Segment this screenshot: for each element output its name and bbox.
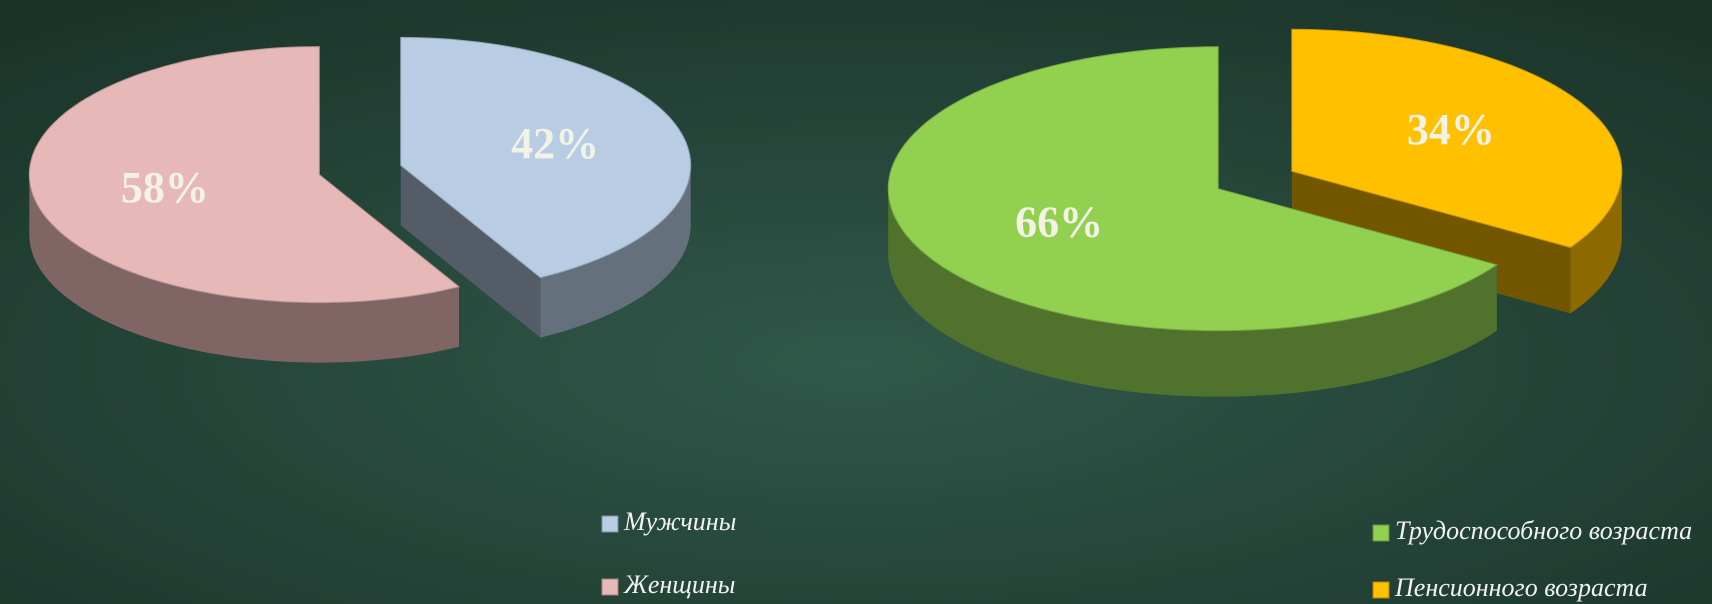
slice: [28, 46, 461, 304]
slice-side: [1570, 171, 1622, 314]
legend-swatch: [1372, 581, 1390, 599]
legend-label: Мужчины: [623, 507, 736, 536]
slice-side: [888, 188, 1497, 397]
legend-label: Женщины: [623, 570, 735, 599]
legend-label: Пенсионного возраста: [1394, 573, 1648, 602]
slice-side: [29, 174, 460, 363]
data-label: 58%: [121, 163, 209, 212]
slice: [887, 46, 1499, 332]
legend-label: Трудоспособного возраста: [1395, 516, 1692, 545]
legend-swatch: [1372, 524, 1390, 542]
slice: [1291, 28, 1623, 248]
data-label: 66%: [1015, 197, 1103, 246]
legend-swatch: [601, 515, 619, 533]
data-label: 42%: [511, 119, 599, 168]
data-label: 34%: [1407, 105, 1495, 154]
slice-cut-face: [1291, 171, 1571, 314]
slice-cut-face: [400, 165, 541, 338]
legend-swatch: [601, 578, 619, 596]
slice: [400, 36, 692, 279]
